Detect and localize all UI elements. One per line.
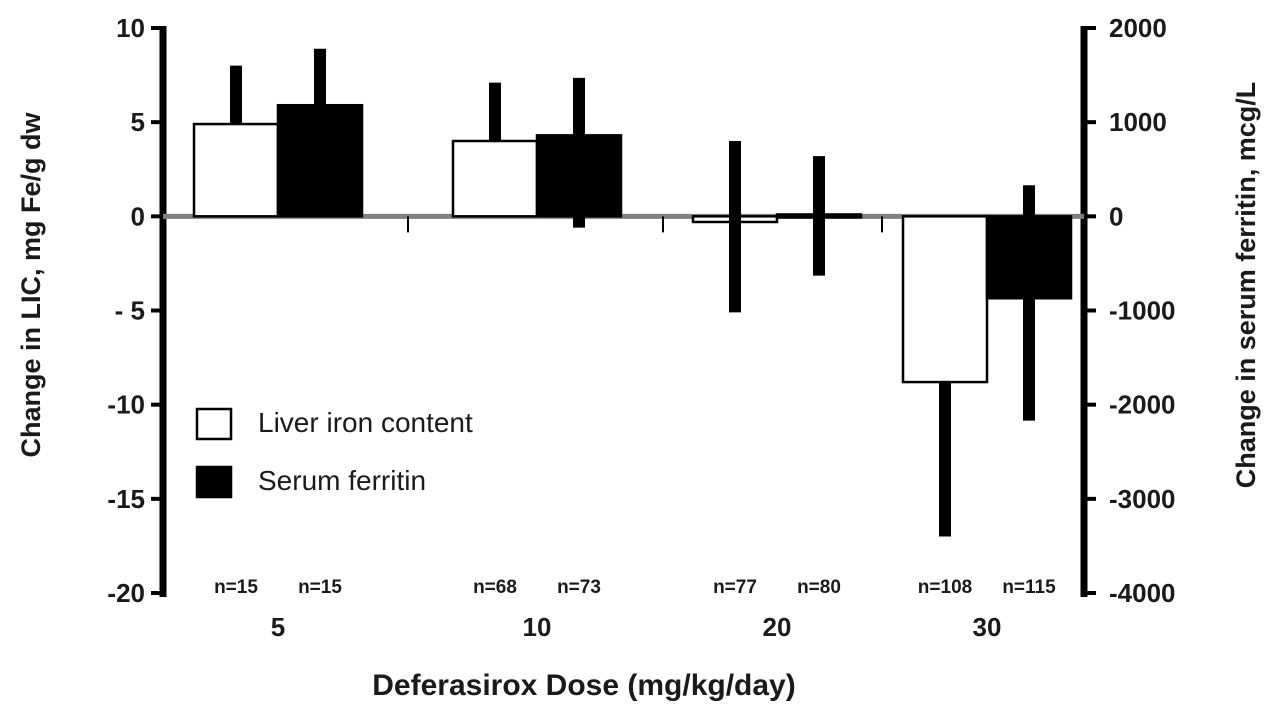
right-tick-label: 0: [1109, 201, 1123, 231]
left-tick-label: -20: [107, 578, 145, 608]
bar-liver-iron-30: [901, 215, 989, 384]
n-label-liver-iron-20: n=77: [713, 577, 757, 598]
left-tick-label: 5: [131, 107, 145, 137]
x-tick-label-30: 30: [973, 612, 1002, 642]
right-tick-label: -1000: [1109, 296, 1176, 326]
n-label-serum-ferritin-10: n=73: [557, 577, 601, 598]
right-axis-title: Change in serum ferritin, mcg/L: [1231, 82, 1261, 489]
legend-swatch-liver-iron: [195, 407, 233, 441]
left-tick-label: - 5: [115, 296, 145, 326]
n-label-liver-iron-30: n=108: [918, 577, 972, 598]
sample-size-labels: n=15 n=15 n=68 n=73 n=77 n=80 n=108 n=115: [214, 577, 1056, 598]
left-tick-label: -15: [107, 484, 145, 514]
right-tick-label: -3000: [1109, 484, 1176, 514]
x-tick-label-5: 5: [271, 612, 285, 642]
left-tick-label: 0: [131, 201, 145, 231]
legend: Liver iron content Serum ferritin: [195, 407, 473, 499]
left-tick-label: -10: [107, 390, 145, 420]
bar-serum-ferritin-5: [276, 103, 364, 218]
n-label-serum-ferritin-5: n=15: [298, 577, 342, 598]
x-tick-label-10: 10: [523, 612, 552, 642]
error-bars: [230, 48, 1035, 537]
bar-liver-iron-10: [451, 139, 539, 218]
left-tick-label: 10: [116, 13, 145, 43]
legend-label-serum-ferritin: Serum ferritin: [258, 465, 426, 496]
x-tick-label-20: 20: [763, 612, 792, 642]
bar-liver-iron-5: [192, 122, 280, 218]
right-tick-label: -2000: [1109, 390, 1176, 420]
legend-swatch-serum-ferritin: [195, 465, 233, 499]
left-axis-title: Change in LIC, mg Fe/g dw: [16, 112, 46, 458]
n-label-serum-ferritin-30: n=115: [1002, 577, 1056, 598]
right-tick-label: -4000: [1109, 578, 1176, 608]
right-tick-label: 1000: [1109, 107, 1167, 137]
x-axis-title: Deferasirox Dose (mg/kg/day): [372, 669, 795, 702]
n-label-liver-iron-10: n=68: [473, 577, 517, 598]
right-tick-label: 2000: [1109, 13, 1167, 43]
n-label-serum-ferritin-20: n=80: [797, 577, 841, 598]
n-label-liver-iron-5: n=15: [214, 577, 258, 598]
tick-labels: 10 5 0 - 5 -10 -15 -20 2000 1000 0 -1000 -2000 -3000…: [107, 13, 1175, 642]
legend-label-liver-iron: Liver iron content: [258, 407, 473, 438]
bars: [192, 103, 1073, 384]
